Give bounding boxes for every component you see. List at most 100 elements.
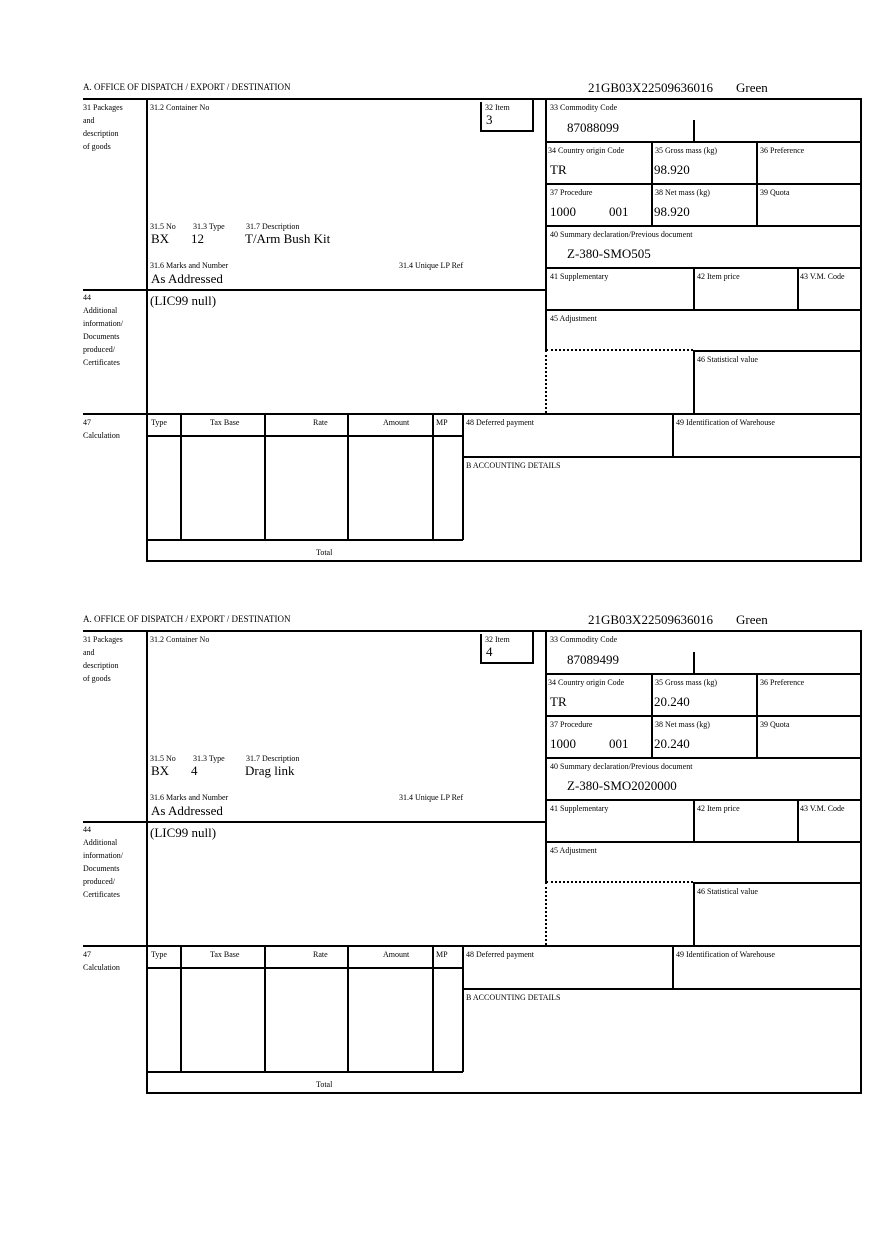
quota-label: 39 Quota [760, 720, 790, 729]
preference-label: 36 Preference [760, 146, 805, 155]
warehouse-label: 49 Identification of Warehouse [676, 418, 775, 427]
net-mass-label: 38 Net mass (kg) [655, 188, 710, 197]
gross-mass-label: 35 Gross mass (kg) [655, 146, 717, 155]
dotted-rule [545, 350, 547, 413]
rule [180, 945, 182, 1072]
net-mass-value: 98.920 [654, 204, 690, 219]
package-kind-value: BX [151, 763, 170, 778]
warehouse-label: 49 Identification of Warehouse [676, 950, 775, 959]
additional-info-label: Additional [83, 306, 118, 315]
additional-info-value: (LIC99 null) [150, 825, 217, 840]
calc-column-header: Type [151, 418, 167, 427]
rule [546, 183, 862, 185]
rule [83, 289, 546, 291]
rule [546, 267, 862, 269]
rule [693, 267, 695, 309]
total-label: Total [316, 1080, 333, 1089]
no-label: 31.5 No [150, 222, 176, 231]
summary-declaration-value: Z-380-SMO505 [567, 246, 651, 261]
deferred-payment-label: 48 Deferred payment [466, 950, 534, 959]
rule [672, 413, 674, 456]
accounting-details-label: B ACCOUNTING DETAILS [466, 993, 561, 1002]
rule [147, 539, 463, 541]
declaration-item-form: A. OFFICE OF DISPATCH / EXPORT / DESTINA… [0, 612, 882, 1094]
adjustment-label: 45 Adjustment [550, 846, 597, 855]
rule [347, 413, 349, 540]
calc-column-header: Rate [313, 418, 328, 427]
rule [860, 98, 862, 562]
rule [462, 413, 464, 540]
description-label: 31.7 Description [246, 754, 300, 763]
additional-info-label: 44 [83, 825, 91, 834]
additional-info-label: Additional [83, 838, 118, 847]
commodity-code-value: 87088099 [567, 120, 619, 135]
rule [83, 945, 862, 947]
calc-column-header: Rate [313, 950, 328, 959]
procedure-label: 37 Procedure [550, 188, 593, 197]
rule [546, 225, 862, 227]
rule [797, 267, 799, 309]
rule [480, 662, 534, 664]
country-origin-value: TR [550, 162, 567, 177]
additional-info-label: Documents [83, 332, 120, 341]
procedure-value: 1000 [550, 204, 576, 219]
rule [860, 630, 862, 1094]
rule [83, 98, 862, 100]
summary-declaration-label: 40 Summary declaration/Previous document [550, 762, 693, 771]
rule [432, 413, 434, 540]
rule [480, 130, 534, 132]
package-kind-value: BX [151, 231, 170, 246]
rule [651, 141, 653, 225]
marks-label: 31.6 Marks and Number [150, 793, 229, 802]
rule [546, 757, 862, 759]
type-label: 31.3 Type [193, 222, 225, 231]
additional-info-label: Certificates [83, 358, 120, 367]
adjustment-label: 45 Adjustment [550, 314, 597, 323]
rule [264, 413, 266, 540]
additional-info-label: information/ [83, 851, 123, 860]
office-heading: A. OFFICE OF DISPATCH / EXPORT / DESTINA… [83, 614, 291, 624]
rule [693, 120, 695, 141]
total-label: Total [316, 548, 333, 557]
container-no-label: 31.2 Container No [150, 635, 210, 644]
packages-label: 31 Packages [83, 635, 123, 644]
rule [347, 945, 349, 1072]
packages-label: and [83, 116, 95, 125]
supplementary-label: 41 Supplementary [550, 272, 609, 281]
gross-mass-label: 35 Gross mass (kg) [655, 678, 717, 687]
marks-value: As Addressed [151, 271, 223, 286]
packages-label: of goods [83, 142, 111, 151]
calc-column-header: Type [151, 950, 167, 959]
rule [797, 799, 799, 841]
package-count-value: 4 [191, 763, 198, 778]
rule [693, 652, 695, 673]
item-value: 3 [486, 112, 493, 127]
additional-info-value: (LIC99 null) [150, 293, 217, 308]
additional-info-label: produced/ [83, 345, 115, 354]
calc-column-header: Tax Base [210, 950, 240, 959]
vm-code-label: 43 V.M. Code [800, 272, 845, 281]
item-value: 4 [486, 644, 493, 659]
rule [432, 945, 434, 1072]
packages-label: of goods [83, 674, 111, 683]
rule [693, 882, 695, 945]
unique-lp-ref-label: 31.4 Unique LP Ref [399, 793, 464, 802]
type-label: 31.3 Type [193, 754, 225, 763]
additional-info-label: 44 [83, 293, 91, 302]
rule [480, 634, 482, 663]
rule [83, 821, 546, 823]
rule [147, 435, 463, 437]
item-label: 32 Item [485, 635, 510, 644]
calc-column-header: MP [436, 950, 448, 959]
rule [147, 560, 862, 562]
goods-description-value: T/Arm Bush Kit [245, 231, 331, 246]
rule [546, 673, 862, 675]
net-mass-value: 20.240 [654, 736, 690, 751]
rule [651, 673, 653, 757]
summary-declaration-label: 40 Summary declaration/Previous document [550, 230, 693, 239]
route-status: Green [736, 80, 768, 95]
procedure-additional-value: 001 [609, 736, 629, 751]
rule [693, 350, 862, 352]
additional-info-label: produced/ [83, 877, 115, 886]
country-origin-label: 34 Country origin Code [548, 678, 625, 687]
